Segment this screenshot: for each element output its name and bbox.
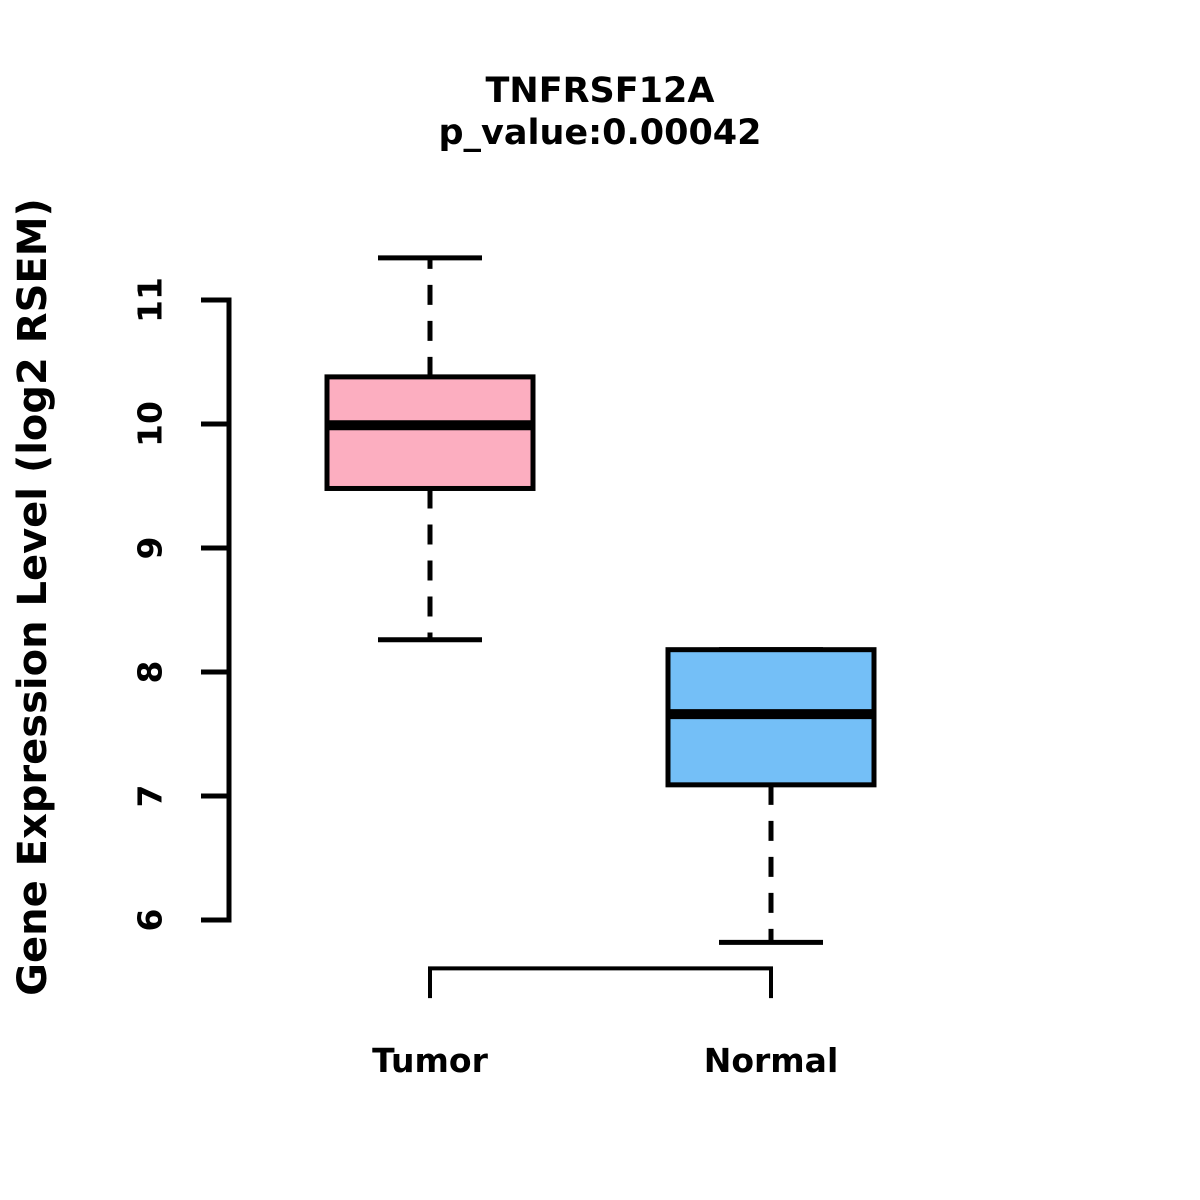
comparison-bracket: [428, 966, 773, 999]
chart-title: TNFRSF12A: [485, 71, 715, 111]
y-tick-label: 6: [131, 909, 170, 932]
y-tick-label: 9: [131, 537, 170, 560]
x-category-label-tumor: Tumor: [372, 1041, 488, 1080]
x-category-label-normal: Normal: [704, 1041, 839, 1080]
tumor-box: [324, 374, 536, 491]
y-tick-label: 8: [131, 661, 170, 684]
chart-subtitle: p_value:0.00042: [438, 113, 762, 153]
y-tick-label: 7: [131, 785, 170, 808]
y-tick-label: 10: [131, 401, 170, 447]
y-tick-label: 11: [131, 277, 170, 323]
